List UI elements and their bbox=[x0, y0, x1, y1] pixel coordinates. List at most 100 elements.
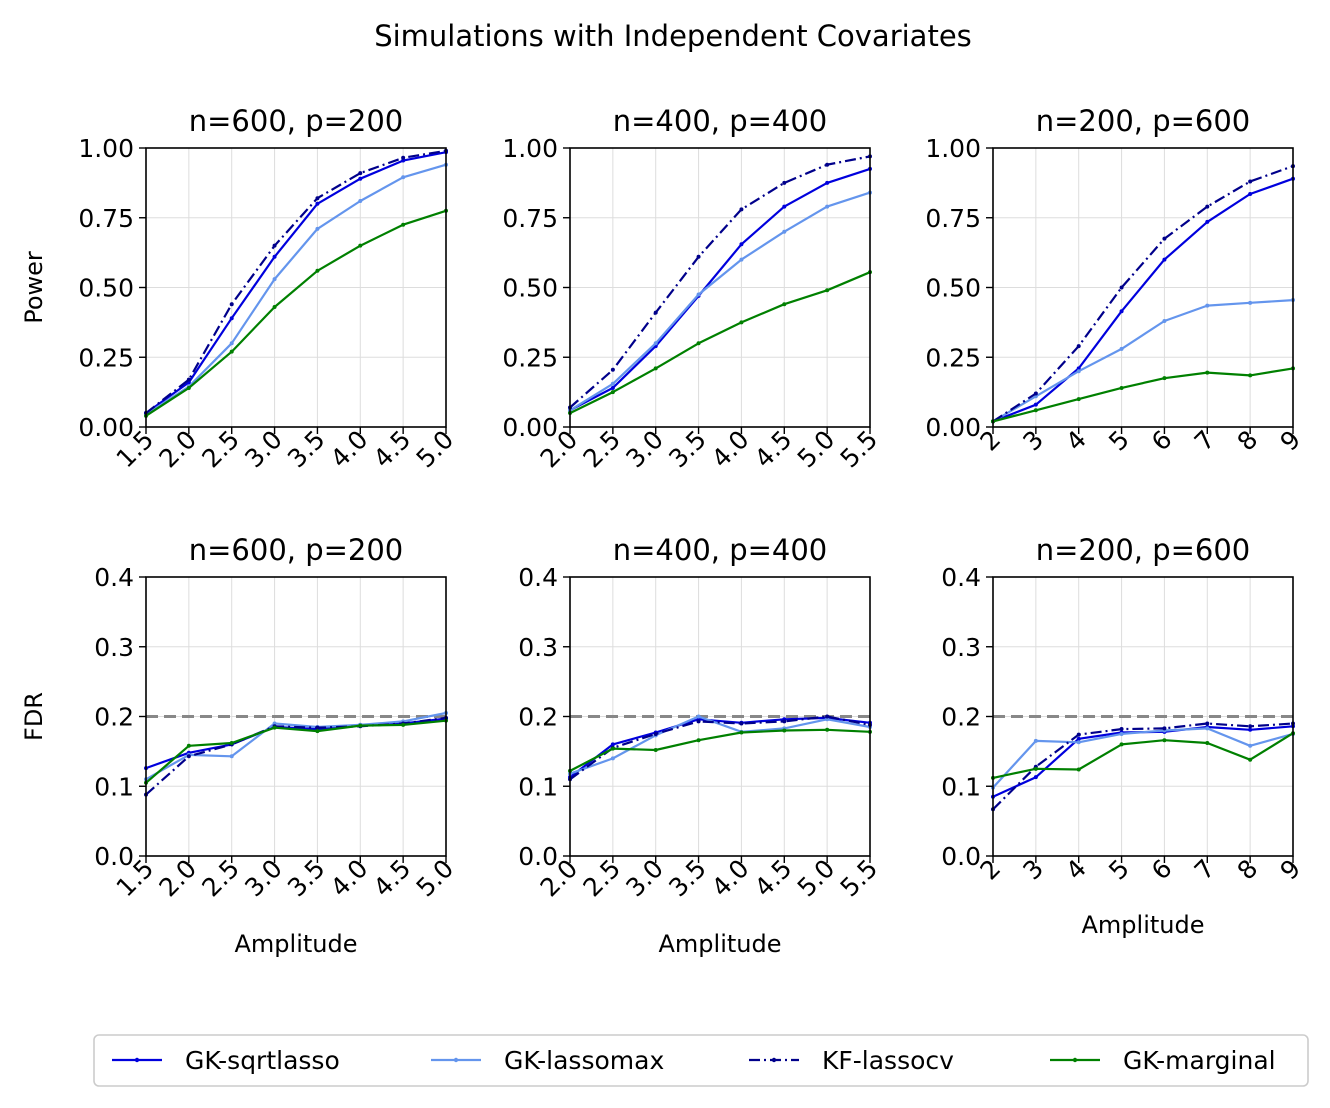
legend-marker-GK-lassomax bbox=[453, 1057, 459, 1063]
data-point-GK-marginal bbox=[186, 385, 191, 390]
data-point-GK-marginal bbox=[1205, 741, 1210, 746]
data-point-GK-marginal bbox=[1119, 385, 1124, 390]
data-point-GK-marginal bbox=[610, 390, 615, 395]
series-line-KF-lassocv bbox=[145, 716, 447, 796]
data-point-KF-lassocv bbox=[610, 367, 615, 372]
x-tick-label: 5.0 bbox=[411, 425, 460, 474]
panel-5: 0.00.10.20.30.42.02.53.03.54.04.55.05.5n… bbox=[518, 533, 883, 958]
data-point-GK-lassomax bbox=[696, 714, 701, 719]
data-point-KF-lassocv bbox=[653, 310, 658, 315]
data-point-KF-lassocv bbox=[1076, 732, 1081, 737]
data-point-GK-lassomax bbox=[1248, 743, 1253, 748]
data-point-GK-lassomax bbox=[358, 199, 363, 204]
data-point-GK-lassomax bbox=[1205, 726, 1210, 731]
data-point-GK-marginal bbox=[825, 727, 830, 732]
panel-title: n=600, p=200 bbox=[189, 533, 404, 567]
data-point-GK-sqrtlasso bbox=[825, 180, 830, 185]
x-tick-label: 5.5 bbox=[835, 425, 884, 474]
data-point-GK-marginal bbox=[739, 730, 744, 735]
y-tick-label: 1.00 bbox=[78, 134, 134, 163]
x-tick-label: 8 bbox=[1232, 854, 1264, 886]
data-point-KF-lassocv bbox=[1119, 727, 1124, 732]
x-tick-label: 4.0 bbox=[325, 425, 374, 474]
y-tick-label: 0.00 bbox=[78, 413, 134, 442]
legend-item-GK-lassomax: GK-lassomax bbox=[431, 1046, 664, 1075]
data-point-GK-lassomax bbox=[825, 717, 830, 722]
data-point-GK-marginal bbox=[1162, 376, 1167, 381]
data-point-KF-lassocv bbox=[1076, 344, 1081, 349]
data-point-GK-marginal bbox=[315, 268, 320, 273]
panel-title: n=600, p=200 bbox=[189, 104, 404, 138]
y-tick-label: 0.3 bbox=[941, 633, 981, 662]
data-point-GK-sqrtlasso bbox=[1248, 727, 1253, 732]
figure-title: Simulations with Independent Covariates bbox=[374, 19, 972, 53]
series-line-GK-sqrtlasso bbox=[145, 151, 447, 414]
y-tick-label: 0.3 bbox=[518, 633, 558, 662]
y-tick-label: 0.4 bbox=[94, 563, 134, 592]
series-line-GK-marginal bbox=[992, 367, 1294, 423]
x-tick-label: 6 bbox=[1146, 854, 1178, 886]
data-point-GK-sqrtlasso bbox=[1076, 736, 1081, 741]
series-line-KF-lassocv bbox=[145, 149, 447, 414]
data-point-KF-lassocv bbox=[825, 714, 830, 719]
series-line-GK-lassomax bbox=[992, 727, 1294, 789]
y-tick-label: 1.00 bbox=[925, 134, 981, 163]
y-tick-label: 0.50 bbox=[502, 274, 558, 303]
data-point-GK-lassomax bbox=[1119, 731, 1124, 736]
data-point-GK-marginal bbox=[1076, 397, 1081, 402]
x-tick-label: 4.0 bbox=[706, 854, 755, 903]
legend-label-GK-lassomax: GK-lassomax bbox=[504, 1046, 664, 1075]
data-point-GK-lassomax bbox=[229, 341, 234, 346]
x-tick-label: 4.0 bbox=[325, 854, 374, 903]
data-point-KF-lassocv bbox=[1205, 204, 1210, 209]
legend-item-KF-lassocv: KF-lassocv bbox=[749, 1046, 954, 1075]
panel-title: n=400, p=400 bbox=[613, 104, 828, 138]
x-tick-label: 4 bbox=[1060, 854, 1092, 886]
data-point-KF-lassocv bbox=[1205, 721, 1210, 726]
x-axis-label: Amplitude bbox=[235, 930, 358, 958]
y-tick-label: 0.4 bbox=[518, 563, 558, 592]
legend-box bbox=[93, 1034, 1309, 1087]
legend-item-GK-marginal: GK-marginal bbox=[1050, 1046, 1276, 1075]
data-point-KF-lassocv bbox=[1162, 236, 1167, 241]
data-point-GK-marginal bbox=[1248, 373, 1253, 378]
x-tick-label: 3.5 bbox=[282, 854, 331, 903]
data-point-GK-sqrtlasso bbox=[401, 158, 406, 163]
x-tick-label: 9 bbox=[1274, 854, 1306, 886]
data-point-GK-sqrtlasso bbox=[739, 242, 744, 247]
data-point-GK-marginal bbox=[358, 243, 363, 248]
data-point-KF-lassocv bbox=[1248, 179, 1253, 184]
data-point-KF-lassocv bbox=[315, 196, 320, 201]
data-point-GK-sqrtlasso bbox=[1076, 366, 1081, 371]
x-tick-label: 2.5 bbox=[196, 854, 245, 903]
data-point-GK-sqrtlasso bbox=[1033, 775, 1038, 780]
data-point-GK-sqrtlasso bbox=[782, 204, 787, 209]
y-tick-label: 0.2 bbox=[94, 703, 134, 732]
x-tick-label: 5.0 bbox=[792, 854, 841, 903]
y-tick-label: 0.75 bbox=[925, 204, 981, 233]
x-tick-label: 3.5 bbox=[663, 425, 712, 474]
y-tick-label: 0.25 bbox=[78, 343, 134, 372]
data-point-GK-marginal bbox=[401, 222, 406, 227]
x-tick-label: 5.5 bbox=[835, 854, 884, 903]
data-point-GK-sqrtlasso bbox=[1248, 192, 1253, 197]
data-point-GK-marginal bbox=[1033, 766, 1038, 771]
data-point-GK-lassomax bbox=[1162, 318, 1167, 323]
data-point-GK-marginal bbox=[825, 288, 830, 293]
x-tick-label: 7 bbox=[1189, 854, 1221, 886]
data-point-GK-marginal bbox=[1248, 757, 1253, 762]
panel-1: 0.000.250.500.751.001.52.02.53.03.54.04.… bbox=[20, 104, 459, 473]
x-axis-label: Amplitude bbox=[659, 930, 782, 958]
panel-title: n=400, p=400 bbox=[613, 533, 828, 567]
data-point-GK-marginal bbox=[401, 722, 406, 727]
data-point-GK-marginal bbox=[1205, 370, 1210, 375]
data-point-GK-lassomax bbox=[1033, 738, 1038, 743]
x-tick-label: 3 bbox=[1017, 425, 1049, 457]
y-tick-label: 0.3 bbox=[94, 633, 134, 662]
y-tick-label: 1.00 bbox=[502, 134, 558, 163]
x-tick-label: 4.5 bbox=[749, 425, 798, 474]
x-tick-label: 3.5 bbox=[282, 425, 331, 474]
data-point-GK-lassomax bbox=[1119, 346, 1124, 351]
data-point-KF-lassocv bbox=[186, 754, 191, 759]
y-tick-label: 0.75 bbox=[502, 204, 558, 233]
